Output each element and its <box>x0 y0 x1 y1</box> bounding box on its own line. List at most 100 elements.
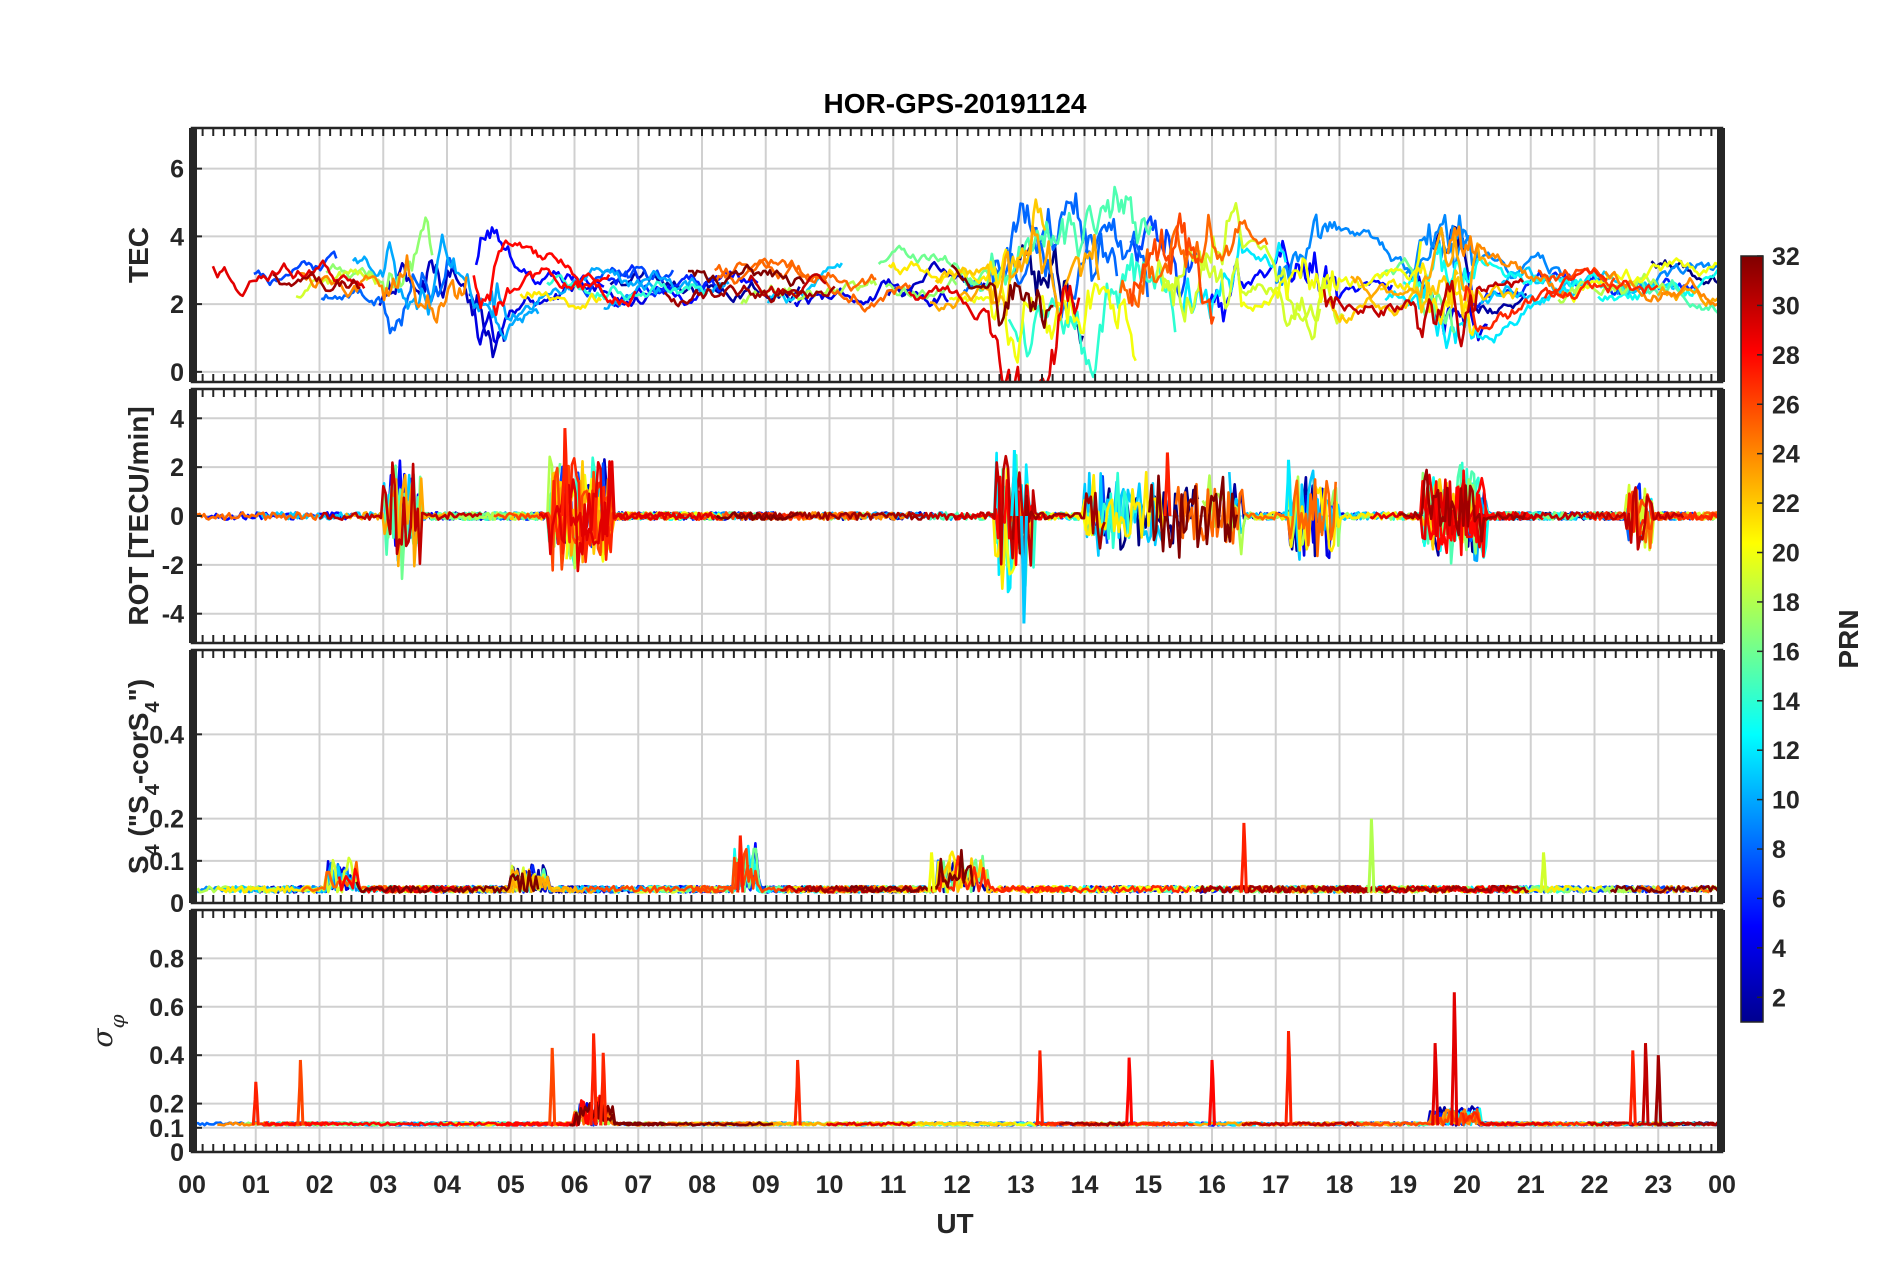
series-prn-24 <box>1604 270 1722 308</box>
series-prn-23 <box>930 225 1101 322</box>
colorbar-tick-label: 14 <box>1772 688 1800 716</box>
tickmarks-sigma <box>189 910 1725 1153</box>
series-prn-32 <box>569 1095 665 1127</box>
series-prn-30 <box>909 454 1042 567</box>
x-tick-label: 19 <box>1389 1171 1417 1199</box>
series-prn-28 <box>1424 485 1544 558</box>
series-prn-2 <box>1429 225 1528 315</box>
series-prn-32 <box>1148 474 1239 559</box>
spike-rot-3 <box>1163 452 1172 517</box>
x-tick-label: 16 <box>1198 1171 1226 1199</box>
y-tick-label: 0.4 <box>149 721 184 749</box>
y-tick-label: 2 <box>170 454 184 482</box>
series-group-sigma <box>195 992 1722 1127</box>
series-prn-20 <box>1237 241 1423 312</box>
series-prn-12 <box>1643 497 1720 543</box>
series-prn-29 <box>1369 473 1509 549</box>
colorbar-tick-label: 28 <box>1772 342 1800 370</box>
colorbar-tick-label: 20 <box>1772 540 1800 568</box>
series-prn-26 <box>585 856 750 894</box>
x-tick-label: 07 <box>624 1171 652 1199</box>
panel-sigma: 00.10.2 0.4 0.6 0.8 σφ <box>86 908 1725 1167</box>
y-tick-label: 2 <box>170 291 184 319</box>
spike-sigma-6 <box>1035 1050 1044 1126</box>
series-prn-20 <box>948 282 1137 364</box>
series-prn-28 <box>472 239 611 310</box>
y-tick-labels-s4: 0 0.1 0.2 0.4 <box>149 721 184 918</box>
x-tick-label: 15 <box>1134 1171 1162 1199</box>
spike-sigma-2 <box>548 1047 557 1126</box>
spike-s4-0 <box>1239 822 1248 893</box>
series-prn-3 <box>378 259 506 359</box>
series-prn-10 <box>351 233 540 324</box>
series-prn-31 <box>733 511 925 521</box>
y-axis-label-s4: S4 ("S4-corS4") <box>123 679 164 874</box>
y-tick-label: 0.8 <box>149 945 184 973</box>
y-tick-label: 0 <box>170 1139 184 1167</box>
series-prn-32 <box>687 263 806 290</box>
x-tick-label: 22 <box>1581 1171 1609 1199</box>
series-prn-26 <box>1537 266 1616 288</box>
series-group-rot <box>192 428 1722 624</box>
x-tick-label: 21 <box>1517 1171 1545 1199</box>
x-tick-label: 17 <box>1262 1171 1290 1199</box>
series-prn-32 <box>715 511 799 521</box>
subscript: 4 <box>142 701 164 713</box>
series-prn-31 <box>663 284 836 308</box>
spike-rot-4 <box>1284 459 1293 517</box>
series-prn-32 <box>1609 884 1722 894</box>
left-edge-bar <box>189 910 197 1152</box>
tickmarks-tec <box>189 128 1725 382</box>
series-prn-28 <box>264 1121 414 1127</box>
series-prn-26 <box>1128 212 1216 325</box>
series-prn-4 <box>793 278 949 308</box>
x-tick-label: 13 <box>1007 1171 1035 1199</box>
left-edge-bar <box>189 650 197 903</box>
colorbar-tick-label: 26 <box>1772 391 1800 419</box>
spike-sigma-8 <box>1208 1059 1216 1126</box>
series-prn-29 <box>907 284 1081 382</box>
series-prn-27 <box>1463 267 1608 333</box>
x-tick-label: 14 <box>1071 1171 1099 1199</box>
x-tick-label: 18 <box>1326 1171 1354 1199</box>
series-group-tec <box>211 185 1722 382</box>
label-part: S <box>123 855 154 874</box>
series-prn-15 <box>921 453 1061 588</box>
panel-s4: 00.10.20.4S4 ("S4-corS4") <box>123 648 1725 918</box>
x-tick-label: 06 <box>561 1171 589 1199</box>
series-prn-20 <box>1570 257 1722 303</box>
series-prn-12 <box>638 844 819 894</box>
series-prn-18 <box>1557 272 1666 304</box>
spike-sigma-11 <box>1450 992 1459 1126</box>
series-prn-19 <box>1160 257 1345 341</box>
series-prn-22 <box>1323 269 1459 324</box>
panel-tec: 0 2 4 6 TEC <box>123 126 1725 387</box>
colorbar-tick-label: 16 <box>1772 638 1800 666</box>
y-tick-label: 0.1 <box>149 1115 184 1143</box>
spike-sigma-9 <box>1284 1030 1293 1126</box>
label-part: -corS <box>123 713 154 785</box>
series-prn-21 <box>519 290 602 311</box>
colorbar-tick-label: 12 <box>1772 737 1800 765</box>
series-prn-25 <box>715 258 877 292</box>
series-prn-21 <box>216 884 319 894</box>
y-tick-label: 0.4 <box>149 1042 184 1070</box>
colorbar-tick-label: 6 <box>1772 885 1786 913</box>
y-tick-label: -4 <box>162 601 184 629</box>
series-prn-25 <box>192 511 319 521</box>
series-prn-19 <box>1155 202 1322 322</box>
colorbar-tick-label: 8 <box>1772 836 1786 864</box>
y-tick-label: 0 <box>170 359 184 387</box>
series-prn-11 <box>1479 278 1582 306</box>
series-prn-14 <box>1007 252 1177 379</box>
panel-rot: -4 -2 0 2 4 ROT [TECU/min] <box>123 387 1725 645</box>
series-prn-31 <box>1339 884 1530 894</box>
series-prn-31 <box>1011 468 1106 555</box>
spike-sigma-14 <box>1654 1055 1663 1126</box>
y-tick-label: 4 <box>170 405 184 433</box>
series-prn-13 <box>1597 267 1722 303</box>
series-prn-31 <box>803 884 876 894</box>
sigma-symbol: σ <box>86 1028 119 1048</box>
series-prn-19 <box>295 268 378 299</box>
subscript: 4 <box>142 783 164 795</box>
